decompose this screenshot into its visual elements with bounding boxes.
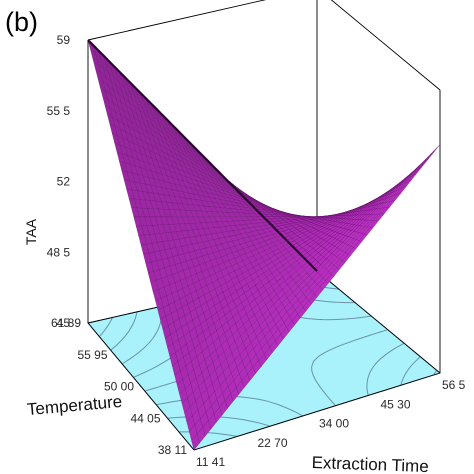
response-surface — [87, 39, 441, 451]
z-axis-ticks: 45 48 5 52 55 5 59 — [47, 33, 71, 330]
z-tick-label: 45 — [57, 316, 71, 330]
z-tick-label: 55 5 — [47, 104, 71, 118]
y-tick-label: 61 89 — [51, 316, 81, 330]
x-tick-label: 56 5 — [442, 378, 466, 392]
panel-label: (b) — [5, 7, 38, 37]
plot-box-front-edge — [87, 322, 441, 451]
contour-line-7 — [110, 311, 438, 376]
x-tick-label: 11 41 — [196, 455, 225, 469]
x-tick-label: 45 30 — [381, 397, 411, 411]
y-tick-label: 44 05 — [130, 411, 160, 425]
z-tick-label: 48 5 — [47, 245, 71, 259]
x-axis-ticks: 11 41 22 70 34 00 45 30 56 5 — [196, 378, 466, 469]
z-axis-title: TAA — [23, 218, 39, 245]
z-tick-label: 52 — [57, 175, 71, 189]
x-tick-label: 34 00 — [319, 417, 349, 431]
y-tick-label: 55 95 — [77, 348, 107, 362]
x-tick-label: 22 70 — [258, 436, 288, 450]
y-axis-title: Temperature — [26, 392, 123, 419]
z-tick-label: 59 — [57, 33, 71, 47]
y-axis-ticks: 38 11 44 05 50 00 55 95 61 89 — [51, 316, 187, 457]
y-tick-label: 38 11 — [158, 443, 187, 457]
x-axis-title: Extraction Time — [311, 453, 429, 474]
y-tick-label: 50 00 — [104, 380, 134, 394]
contour-line-8 — [99, 317, 113, 337]
